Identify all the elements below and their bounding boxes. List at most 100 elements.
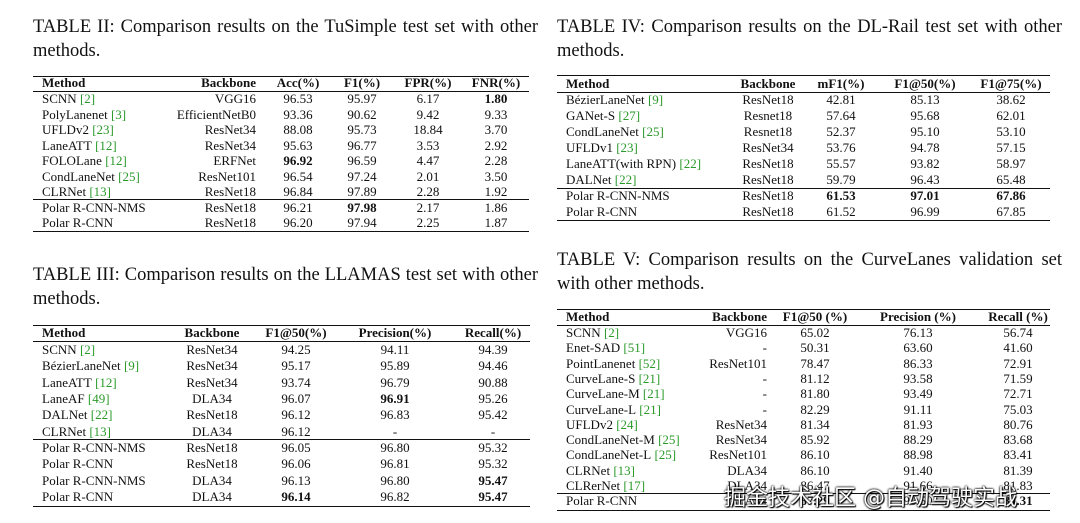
table-cell: 95.42: [478, 407, 508, 423]
table-cell: DLA34: [192, 472, 232, 488]
table-caption: TABLE III: Comparison results on the LLA…: [33, 265, 538, 309]
table-cell: ResNet18: [742, 92, 794, 107]
table-cell: ResNet101: [709, 355, 767, 371]
method-cell: Polar R-CNN: [566, 204, 637, 220]
column-header: Acc(%): [276, 75, 320, 90]
citation: [12]: [95, 374, 117, 390]
table-cell: 93.58: [903, 370, 933, 386]
table-cell: 93.74: [281, 374, 311, 390]
table-cell: 95.89: [380, 358, 410, 374]
citation: [2]: [603, 325, 620, 340]
table-cell: 86.10: [800, 462, 830, 478]
table-cell: 96.91: [380, 391, 410, 407]
method-name: BézierLaneNet: [566, 92, 645, 107]
column-header: Recall (%): [988, 309, 1048, 324]
table-cell: 90.50: [903, 493, 933, 509]
table-cell: 56.74: [1003, 325, 1033, 340]
method-cell: UFLDv2 [24]: [566, 417, 638, 433]
column-header: F1(%): [343, 75, 381, 90]
table-cell: 78.47: [800, 355, 830, 371]
table-cell: DLA34: [192, 489, 232, 505]
citation: [13]: [89, 184, 111, 199]
table-cell: 67.85: [996, 204, 1026, 219]
table-cell: 88.29: [903, 432, 933, 448]
table-cell: 81.80: [800, 386, 830, 402]
method-cell: PolyLanenet [3]: [42, 107, 126, 123]
table-cell: 76.13: [903, 325, 933, 340]
table-rule: [557, 75, 1050, 76]
method-name: PolyLanenet: [42, 106, 108, 122]
table-cell: 90.88: [478, 374, 508, 390]
table-cell: 94.39: [478, 342, 508, 357]
citation: [22]: [614, 172, 637, 187]
table-cell: -: [490, 423, 496, 439]
method-name: CLRNet: [566, 462, 611, 478]
table-cell: 97.94: [347, 215, 377, 230]
method-cell: PointLanenet [52]: [566, 356, 660, 372]
table-cell: 97.24: [347, 168, 377, 184]
method-name: DALNet: [566, 172, 612, 187]
method-name: BézierLaneNet: [42, 358, 121, 374]
citation: [24]: [616, 416, 638, 432]
method-cell: CondLaneNet-M [25]: [566, 432, 680, 448]
table-cell: ResNet18: [186, 456, 238, 472]
method-cell: CurveLane-L [21]: [566, 402, 661, 418]
table-cell: Resnet18: [743, 108, 793, 123]
table-cell: 81.12: [800, 370, 830, 386]
table-cell: ResNet18: [204, 215, 256, 230]
table-rule: [33, 91, 529, 92]
table-cell: 83.68: [1003, 432, 1033, 448]
method-cell: CondLaneNet [25]: [566, 124, 664, 140]
method-name: LaneATT(with RPN): [566, 156, 677, 171]
method-name: Polar R-CNN-NMS: [42, 472, 146, 488]
method-name: Polar R-CNN-NMS: [566, 188, 670, 203]
method-cell: UFLDv2 [23]: [42, 122, 114, 138]
table-cell: 38.62: [996, 92, 1026, 107]
table-cell: 1.86: [484, 199, 508, 215]
table-cell: ResNet34: [204, 137, 256, 153]
table-caption: TABLE IV: Comparison results on the DL-R…: [557, 17, 1062, 61]
table-rule: [33, 439, 530, 441]
table-cell: 96.12: [281, 407, 311, 423]
method-cell: Polar R-CNN: [42, 215, 113, 231]
citation: [21]: [642, 386, 665, 402]
table-cell: 96.12: [281, 423, 311, 439]
table-cell: DLA34: [192, 391, 232, 407]
table-cell: 65.02: [800, 325, 830, 340]
column-header: F1@50 (%): [782, 309, 848, 324]
table-cell: 95.26: [478, 391, 508, 407]
table-cell: 96.06: [281, 456, 311, 472]
method-name: SCNN: [42, 91, 77, 106]
table-cell: 91.66: [903, 478, 933, 493]
method-name: FOLOLane: [42, 153, 102, 168]
method-cell: CondLaneNet [25]: [42, 169, 140, 185]
table-cell: ResNet18: [742, 172, 794, 187]
watermark: 掘金技术社区 @自动驾驶实战: [724, 486, 1017, 511]
method-name: CondLaneNet: [42, 168, 115, 184]
table-cell: 6.17: [416, 91, 440, 106]
table-cell: 82.29: [800, 401, 830, 417]
method-cell: Polar R-CNN-NMS: [42, 440, 146, 456]
table-cell: 57.64: [826, 108, 856, 123]
table-cell: 81.93: [903, 416, 933, 432]
method-name: CLRNet: [42, 184, 87, 199]
citation: [21]: [639, 401, 661, 417]
table-cell: DLA34: [192, 423, 232, 439]
table-cell: 86.10: [800, 447, 830, 463]
method-cell: CurveLane-M [21]: [566, 386, 665, 402]
table-cell: 2.92: [484, 137, 508, 153]
table-cell: 94.46: [478, 358, 508, 374]
method-name: PointLanenet: [566, 355, 636, 371]
table-cell: ResNet18: [742, 204, 794, 219]
table-cell: 4.47: [416, 153, 440, 168]
table-cell: ResNet34: [204, 122, 256, 137]
method-cell: BézierLaneNet [9]: [42, 358, 139, 374]
column-header: Backbone: [712, 309, 767, 324]
citation: [12]: [105, 153, 127, 168]
table-cell: Resnet18: [743, 124, 793, 139]
column-header: Method: [566, 309, 610, 324]
table-rule: [33, 325, 530, 326]
table-cell: 53.76: [826, 140, 856, 155]
table-cell: 95.32: [478, 456, 508, 472]
table-cell: 96.80: [380, 472, 410, 488]
